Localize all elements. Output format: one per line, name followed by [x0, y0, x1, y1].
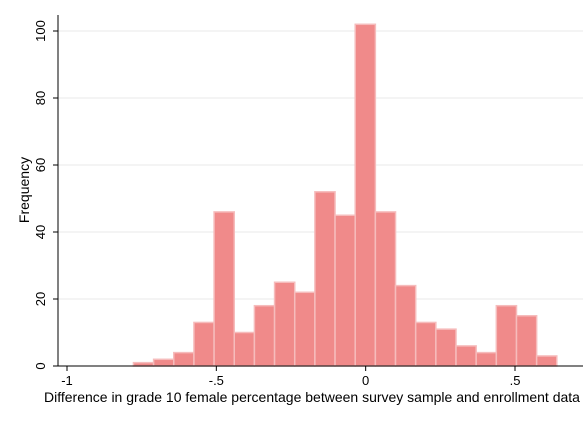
- x-tick-label: .5: [510, 373, 521, 388]
- histogram-bar: [273, 281, 296, 367]
- histogram-bar: [495, 304, 518, 367]
- x-tick-label: 0: [362, 373, 369, 388]
- histogram-bar: [394, 284, 417, 367]
- axes: [57, 15, 583, 367]
- histogram-bar: [435, 328, 457, 367]
- histogram-bar: [193, 321, 215, 367]
- histogram-bar: [455, 345, 477, 367]
- x-tick-label: -.5: [209, 373, 224, 388]
- histogram-bar: [173, 351, 195, 367]
- histogram-bar: [334, 214, 356, 367]
- histogram-bar: [354, 23, 377, 367]
- x-axis-title: Difference in grade 10 female percentage…: [44, 389, 580, 405]
- gridlines: [58, 30, 583, 300]
- histogram-bar: [535, 355, 558, 367]
- y-tick-label: 80: [33, 91, 48, 105]
- y-tick-label: 40: [33, 225, 48, 239]
- x-axis-ticks: -1 -.5 0 .5: [61, 366, 520, 388]
- histogram-bar: [132, 361, 155, 367]
- histogram-bars: [132, 23, 558, 367]
- y-axis-ticks: 0 20 40 60 80 100: [33, 20, 58, 370]
- y-tick-label: 60: [33, 158, 48, 172]
- histogram-bar: [233, 331, 256, 367]
- histogram-bar: [515, 315, 538, 367]
- histogram-bar: [253, 304, 276, 367]
- y-tick-label: 20: [33, 292, 48, 306]
- histogram-bar: [475, 351, 498, 367]
- histogram-bar: [374, 211, 397, 367]
- histogram-bar: [314, 191, 336, 367]
- y-tick-label: 100: [33, 20, 48, 42]
- x-tick-label: -1: [61, 373, 73, 388]
- histogram-bar: [152, 358, 175, 367]
- histogram-bar: [293, 291, 316, 367]
- y-axis-title: Frequency: [16, 157, 32, 223]
- histogram-bar: [414, 321, 437, 367]
- y-tick-label: 0: [33, 362, 48, 369]
- histogram-bar: [213, 211, 236, 367]
